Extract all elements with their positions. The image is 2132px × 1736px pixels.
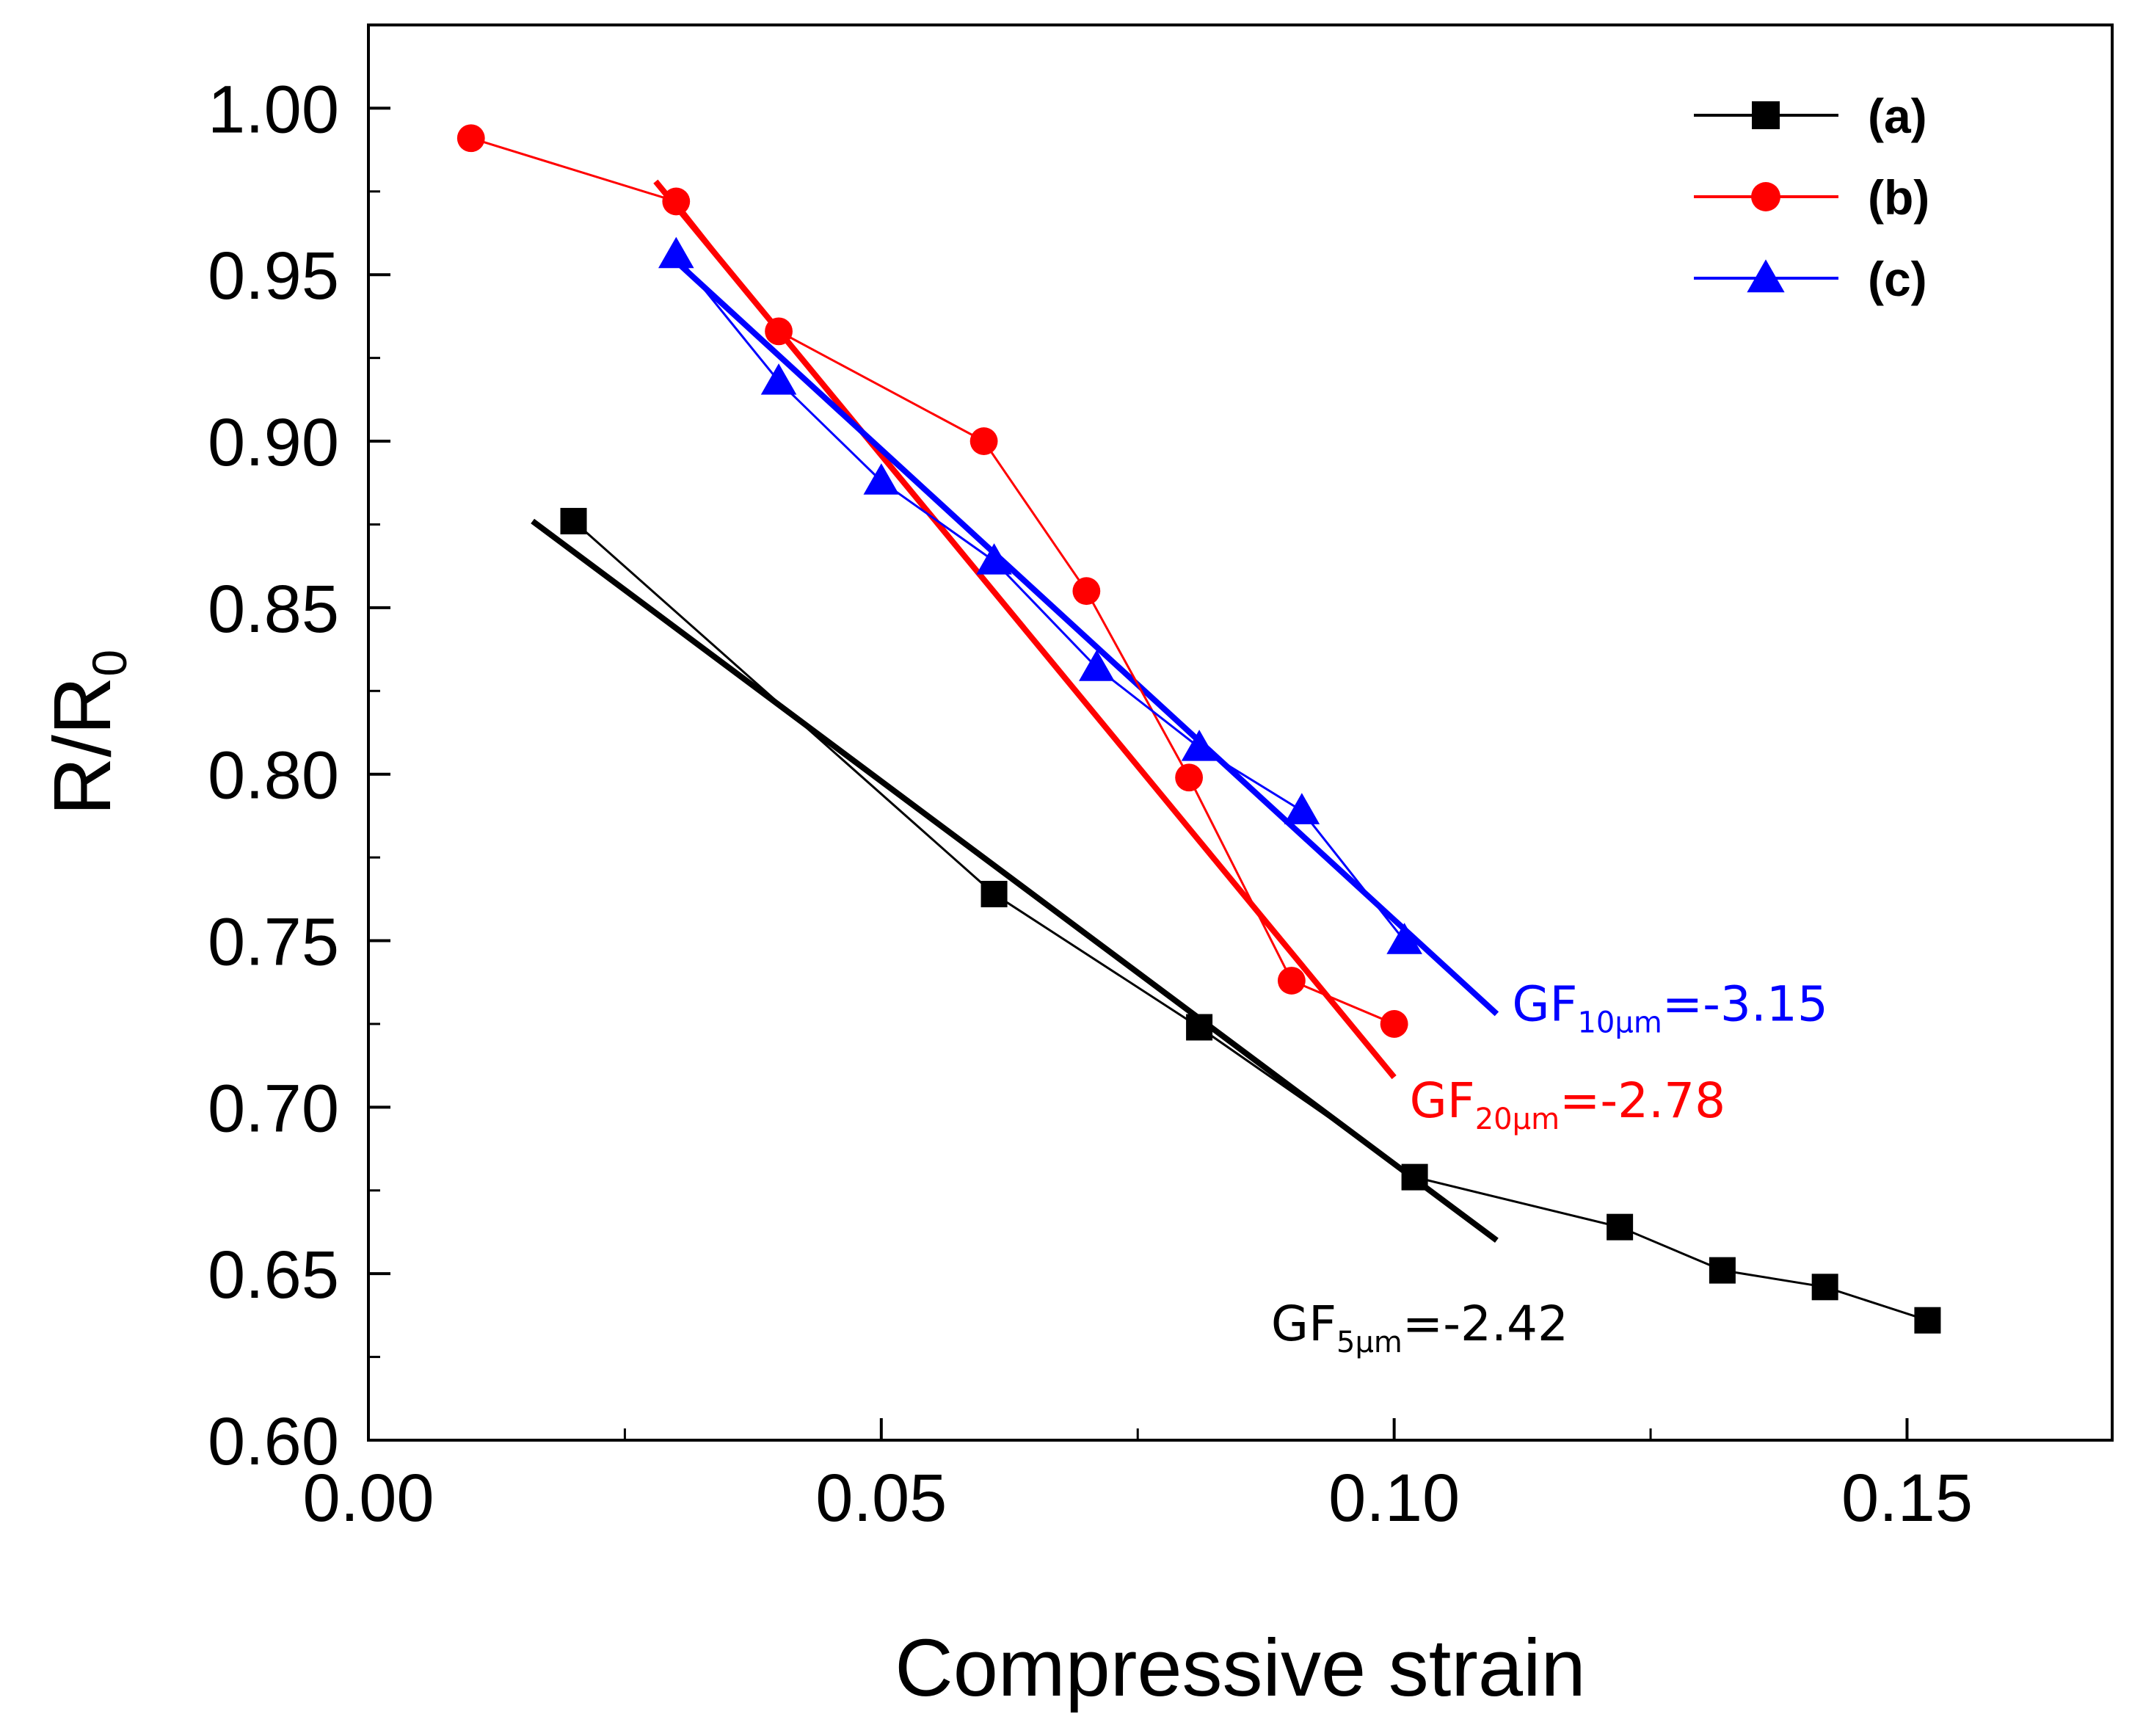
data-point-square (1186, 1014, 1213, 1041)
series-line (675, 254, 1405, 942)
legend-item: (c) (1694, 252, 1927, 306)
data-point-triangle (863, 463, 900, 495)
data-point-triangle (1079, 650, 1115, 681)
data-point-circle (1277, 967, 1306, 995)
data-point-circle (1072, 577, 1101, 606)
data-point-square (1607, 1213, 1634, 1241)
data-point-square (1914, 1307, 1941, 1334)
legend-item: (b) (1694, 170, 1929, 225)
svg-text:R/R0: R/R0 (37, 650, 137, 816)
series-a (560, 507, 1941, 1334)
fit-line (531, 518, 1499, 1243)
data-point-triangle (1181, 730, 1218, 761)
data-point-triangle (1386, 923, 1422, 954)
annotation-gf20: GF20μm=-2.78 (1410, 1072, 1726, 1136)
data-point-triangle (1747, 259, 1785, 293)
y-tick-label: 0.65 (208, 1238, 339, 1312)
data-point-circle (969, 427, 998, 455)
y-tick-label: 0.70 (208, 1071, 339, 1146)
series-group (456, 124, 1941, 1334)
data-point-square (560, 507, 587, 534)
x-tick-label: 0.05 (815, 1461, 947, 1536)
y-tick-label: 0.75 (208, 905, 339, 980)
annotation-gf5: GF5μm=-2.42 (1271, 1296, 1568, 1359)
y-tick-label: 0.90 (208, 405, 339, 480)
y-tick-label: 0.60 (208, 1404, 339, 1479)
x-tick-label: 0.10 (1328, 1461, 1460, 1536)
data-point-square (1811, 1274, 1838, 1301)
x-axis-title: Compressive strain (895, 1623, 1585, 1713)
annotations: GF5μm=-2.42 GF20μm=-2.78 GF10μm=-3.15 (1271, 976, 1828, 1359)
data-point-circle (1751, 182, 1780, 211)
data-point-square (1752, 101, 1780, 129)
data-point-triangle (658, 236, 694, 269)
y-tick-label: 0.80 (208, 738, 339, 813)
y-tick-label: 0.85 (208, 572, 339, 647)
legend-label: (c) (1868, 252, 1927, 306)
fit-line (674, 259, 1499, 1017)
data-point-square (1709, 1257, 1736, 1284)
y-axis-title-sub: 0 (82, 650, 137, 677)
y-tick-label: 0.95 (208, 239, 339, 313)
y-axis-title: R/R0 (37, 650, 137, 816)
data-point-triangle (1284, 793, 1320, 824)
x-tick-label: 0.00 (302, 1461, 434, 1536)
series-line (470, 137, 1395, 1025)
data-point-circle (1380, 1010, 1408, 1038)
plot-frame (367, 23, 2114, 1442)
series-c (658, 236, 1422, 954)
fit-lines (531, 179, 1499, 1243)
data-point-circle (765, 317, 793, 346)
x-tick-label: 0.15 (1841, 1461, 1973, 1536)
legend-label: (a) (1868, 89, 1927, 143)
y-tick-label: 1.00 (208, 72, 339, 147)
data-point-square (980, 881, 1008, 908)
legend-item: (a) (1694, 89, 1927, 143)
legend-label: (b) (1868, 170, 1929, 225)
data-point-circle (456, 124, 485, 153)
legend: (a) (b) (c) (1694, 89, 1929, 306)
data-point-circle (1175, 763, 1204, 792)
data-point-circle (662, 187, 691, 216)
ticks: 0.00 0.05 0.10 0.15 0.60 0.65 0.70 0.75 0.80 0.85… (208, 72, 1973, 1536)
series-line (572, 520, 1928, 1322)
data-point-square (1401, 1163, 1428, 1191)
data-point-triangle (976, 543, 1012, 575)
series-b (456, 124, 1408, 1038)
y-axis-title-main: R/R (37, 677, 128, 816)
data-point-triangle (760, 363, 797, 395)
annotation-gf10: GF10μm=-3.15 (1512, 976, 1828, 1039)
